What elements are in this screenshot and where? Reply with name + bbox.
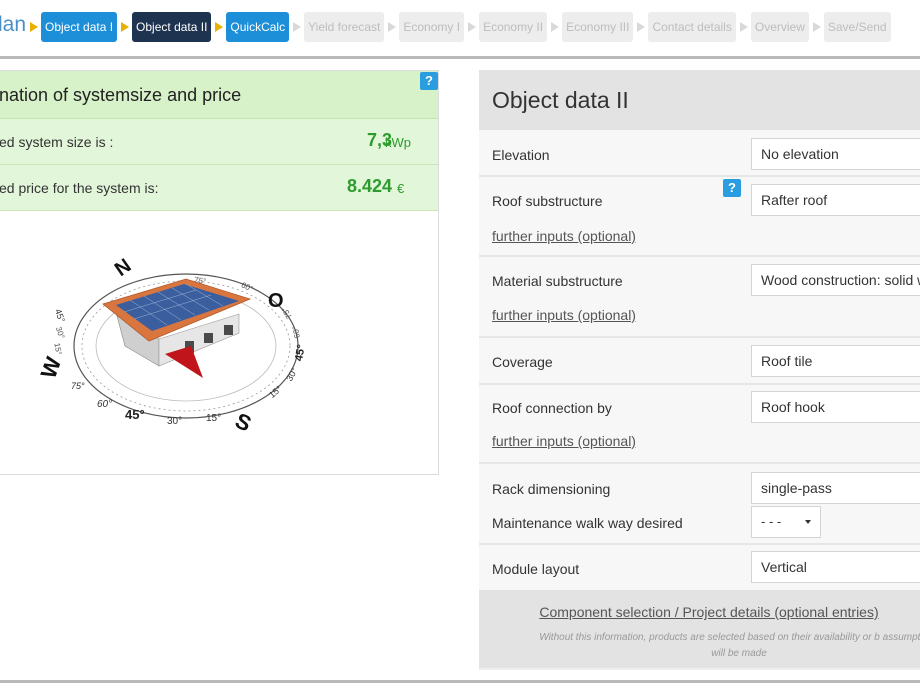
roof-substructure-select[interactable]: Rafter roof: [751, 184, 920, 216]
compass-angle-label: 15°: [52, 342, 63, 355]
step-object-data-1[interactable]: Object data I: [41, 12, 118, 42]
material-substructure-select[interactable]: Wood construction: solid w: [751, 264, 920, 296]
help-icon[interactable]: ?: [723, 179, 741, 197]
elevation-value: No elevation: [761, 146, 839, 162]
step-economy-1[interactable]: Economy I: [399, 12, 465, 42]
compass-angle-label: 60°: [97, 399, 112, 410]
step-contact-details[interactable]: Contact details: [648, 12, 736, 42]
system-price-label: ed price for the system is:: [0, 180, 159, 196]
form-title: Object data II: [492, 87, 629, 113]
elevation-select[interactable]: No elevation: [751, 138, 920, 170]
system-size-label: ed system size is :: [0, 134, 114, 150]
system-price-unit: €: [397, 181, 405, 196]
compass-angle-label: 45°: [53, 308, 67, 325]
rack-row: Rack dimensioning single-pass Maintenanc…: [479, 464, 920, 545]
compass-angle-label: 45°: [125, 407, 145, 422]
roof-substructure-more-link[interactable]: further inputs (optional): [492, 228, 636, 244]
compass-angle-label: 75°: [71, 381, 85, 391]
step-list: Object data I Object data II QuickCalc Y…: [26, 12, 891, 42]
roof-substructure-row: Roof substructure ? Rafter roof further …: [479, 177, 920, 257]
compass-letter-s: S: [231, 408, 255, 437]
footer-note: Without this information, products are s…: [539, 632, 920, 659]
step-arrow-icon: [812, 22, 821, 32]
material-substructure-label: Material substructure: [492, 273, 623, 289]
system-size-unit: kWp: [385, 135, 411, 150]
step-save-send[interactable]: Save/Send: [823, 12, 891, 42]
step-economy-3[interactable]: Economy III: [562, 12, 634, 42]
step-arrow-icon: [293, 22, 302, 32]
compass-letter-o: O: [268, 290, 284, 312]
coverage-row: Coverage Roof tile: [479, 338, 920, 385]
compass-tick-ring: [81, 280, 291, 412]
compass-angle-label: 30°: [54, 326, 67, 340]
roof-connection-more-link[interactable]: further inputs (optional): [492, 433, 636, 449]
rack-dimensioning-label: Rack dimensioning: [492, 481, 611, 497]
form-header: Object data II: [479, 70, 920, 130]
step-arrow-icon: [215, 22, 224, 32]
compass-angle-label: 60°: [291, 325, 302, 338]
module-layout-value: Vertical: [761, 559, 807, 575]
step-economy-2[interactable]: Economy II: [479, 12, 548, 42]
coverage-label: Coverage: [492, 354, 553, 370]
module-layout-label: Module layout: [492, 561, 580, 577]
material-substructure-value: Wood construction: solid w: [761, 272, 920, 288]
roof-substructure-label: Roof substructure: [492, 193, 603, 209]
nav-divider: [0, 56, 920, 59]
roof-substructure-value: Rafter roof: [761, 192, 828, 208]
walkway-value: - - -: [761, 514, 782, 529]
material-substructure-row: Material substructure Wood construction:…: [479, 257, 920, 338]
coverage-value: Roof tile: [761, 353, 813, 369]
rack-dimensioning-value: single-pass: [761, 480, 832, 496]
step-arrow-icon: [388, 22, 397, 32]
wizard-nav: lan Object data I Object data II QuickCa…: [0, 0, 920, 56]
system-price-value: 8.424: [346, 176, 392, 196]
estimation-header: nation of systemsize and price ?: [0, 71, 438, 119]
estimation-panel: nation of systemsize and price ? ed syst…: [0, 70, 439, 475]
rack-dimensioning-select[interactable]: single-pass: [751, 472, 920, 504]
object-data-form: Object data II Elevation No elevation Ro…: [479, 70, 920, 670]
compass-angle-label: 45°: [293, 344, 308, 362]
system-size-row: ed system size is : 7,3 kWp: [0, 119, 438, 165]
roof-connection-value: Roof hook: [761, 399, 825, 415]
compass-angle-label: 15°: [206, 413, 221, 424]
step-yield-forecast[interactable]: Yield forecast: [304, 12, 385, 42]
compass-angle-label: 75°: [193, 275, 206, 286]
roof-connection-label: Roof connection by: [492, 400, 612, 416]
compass-letter-w: W: [36, 353, 67, 381]
step-arrow-icon: [468, 22, 477, 32]
step-arrow-icon: [637, 22, 646, 32]
south-pointer: [165, 346, 203, 378]
roof-connection-select[interactable]: Roof hook: [751, 391, 920, 423]
step-arrow-icon: [121, 22, 130, 32]
module-layout-row: Module layout Vertical: [479, 545, 920, 590]
system-size-value: 7,3: [366, 130, 392, 150]
brand-logo: lan: [0, 13, 27, 36]
step-arrow-icon: [739, 22, 748, 32]
step-overview[interactable]: Overview: [750, 12, 809, 42]
module-layout-select[interactable]: Vertical: [751, 551, 920, 583]
compass-letter-n: N: [111, 255, 135, 281]
elevation-label: Elevation: [492, 147, 550, 163]
compass-angle-label: 30°: [167, 416, 182, 427]
step-quickcalc[interactable]: QuickCalc: [226, 12, 290, 42]
coverage-select[interactable]: Roof tile: [751, 345, 920, 377]
estimation-title: nation of systemsize and price: [0, 85, 242, 105]
roof-connection-row: Roof connection by Roof hook further inp…: [479, 385, 920, 464]
walkway-select[interactable]: - - -: [751, 506, 821, 538]
elevation-row: Elevation No elevation: [479, 130, 920, 177]
chevron-down-icon: [805, 520, 811, 524]
bottom-divider: [0, 680, 920, 683]
step-arrow-icon: [551, 22, 560, 32]
orientation-compass[interactable]: N O S W 75° 60° 45° 30° 15° 15° 30° 45° …: [0, 221, 440, 471]
material-substructure-more-link[interactable]: further inputs (optional): [492, 307, 636, 323]
step-arrow-icon: [30, 22, 38, 32]
system-price-row: ed price for the system is: 8.424 €: [0, 165, 438, 211]
help-icon[interactable]: ?: [420, 72, 438, 90]
form-footer: Component selection / Project details (o…: [479, 590, 920, 668]
walkway-label: Maintenance walk way desired: [492, 515, 683, 531]
component-selection-link[interactable]: Component selection / Project details (o…: [539, 604, 879, 620]
step-object-data-2[interactable]: Object data II: [132, 12, 212, 42]
